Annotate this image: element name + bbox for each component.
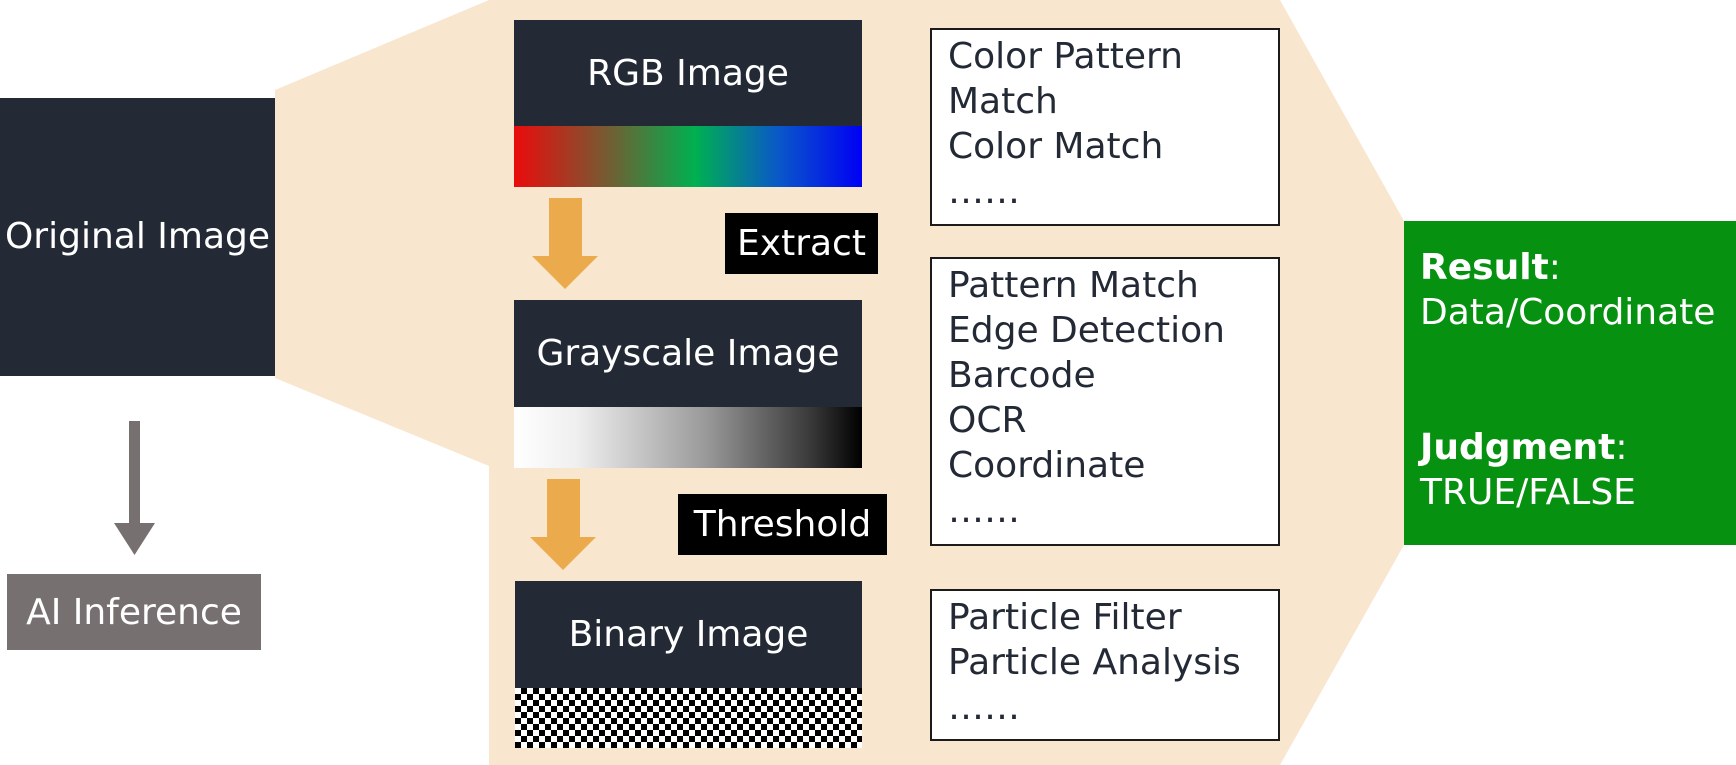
list-item: Color Pattern	[948, 36, 1183, 77]
color-methods-panel: Color Pattern Match Color Match ……	[930, 28, 1280, 226]
judgment-value: TRUE/FALSE	[1420, 472, 1636, 513]
list-item: Match	[948, 81, 1058, 122]
list-item: Barcode	[948, 355, 1096, 396]
grayscale-gradient-strip	[514, 407, 862, 468]
list-item: Color Match	[948, 126, 1164, 167]
result-separator: :	[1548, 247, 1561, 288]
list-item: Coordinate	[948, 445, 1146, 486]
list-item: Particle Filter	[948, 597, 1182, 638]
list-item: Edge Detection	[948, 310, 1225, 351]
result-line: Result:	[1420, 245, 1736, 290]
list-item: ……	[948, 687, 1020, 728]
inference-arrow-shaft	[129, 421, 140, 525]
judgment-line: Judgment:	[1420, 425, 1736, 470]
inference-arrow-head	[114, 523, 155, 555]
list-item: Pattern Match	[948, 265, 1199, 306]
grayscale-image-title: Grayscale Image	[514, 300, 862, 407]
threshold-flow-arrow	[530, 479, 596, 570]
judgment-key: Judgment	[1420, 427, 1616, 468]
binary-image-title: Binary Image	[515, 581, 862, 688]
original-image-label: Original Image	[4, 216, 271, 257]
binary-checker-strip	[515, 688, 862, 748]
extract-flow-arrow	[532, 198, 598, 289]
rgb-gradient-strip	[514, 126, 862, 187]
list-item: OCR	[948, 400, 1027, 441]
result-key: Result	[1420, 247, 1549, 288]
result-box: Result: Data/Coordinate Judgment: TRUE/F…	[1404, 221, 1736, 545]
result-value: Data/Coordinate	[1420, 292, 1716, 333]
original-image-box: Original Image	[0, 98, 275, 376]
ai-inference-box: AI Inference	[7, 574, 261, 650]
rgb-image-title: RGB Image	[514, 20, 862, 127]
extract-label: Extract	[725, 213, 878, 274]
ai-inference-label: AI Inference	[26, 591, 242, 633]
list-item: ……	[948, 490, 1020, 531]
grayscale-methods-panel: Pattern Match Edge Detection Barcode OCR…	[930, 257, 1280, 546]
binary-methods-panel: Particle Filter Particle Analysis ……	[930, 589, 1280, 741]
threshold-label: Threshold	[678, 494, 887, 555]
list-item: Particle Analysis	[948, 642, 1241, 683]
judgment-separator: :	[1615, 427, 1628, 468]
list-item: ……	[948, 171, 1020, 212]
